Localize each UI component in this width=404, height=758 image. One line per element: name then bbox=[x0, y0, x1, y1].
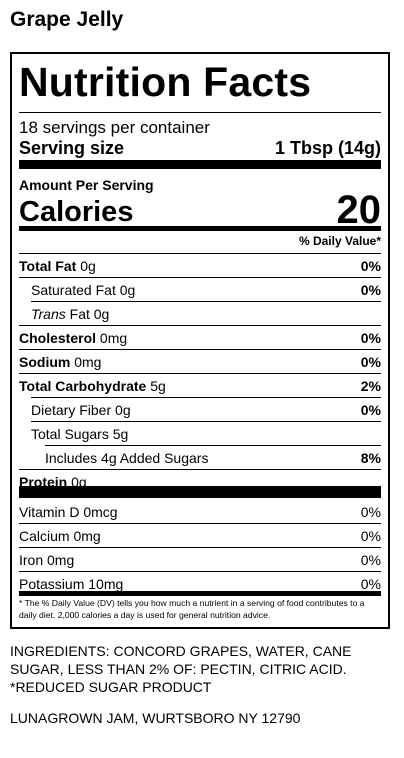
vitamin-name: Potassium bbox=[19, 575, 85, 592]
serving-size-value: 1 Tbsp (14g) bbox=[274, 138, 381, 158]
nutrient-name: Saturated Fat bbox=[31, 281, 116, 298]
vitamin-dv: 0% bbox=[360, 503, 381, 520]
nutrient-row-dietary-fiber: Dietary Fiber 0g 0% bbox=[19, 398, 381, 421]
vitamin-amount: 0mg bbox=[47, 551, 75, 568]
divider bbox=[45, 445, 381, 446]
nutrient-row-total-sugars: Total Sugars 5g bbox=[19, 422, 381, 445]
medium-divider bbox=[19, 226, 381, 231]
amount-per-serving: Amount Per Serving bbox=[19, 177, 154, 193]
nutrient-row-saturated-fat: Saturated Fat 0g 0% bbox=[19, 278, 381, 301]
nutrient-name: Cholesterol bbox=[19, 329, 97, 346]
nutrient-name: Protein bbox=[19, 473, 68, 490]
nutrient-amount: Fat 0g bbox=[69, 305, 110, 322]
nutrient-row-protein: Protein 0g bbox=[19, 470, 381, 493]
nutrient-name: Sodium bbox=[19, 353, 71, 370]
divider bbox=[19, 469, 381, 470]
divider bbox=[31, 397, 381, 398]
divider bbox=[19, 523, 381, 524]
daily-value-footnote: * The % Daily Value (DV) tells you how m… bbox=[19, 598, 365, 621]
daily-value-header: % Daily Value* bbox=[298, 234, 381, 248]
vitamin-dv: 0% bbox=[360, 527, 381, 544]
vitamin-row-iron: Iron 0mg 0% bbox=[19, 548, 381, 571]
thick-divider bbox=[19, 486, 381, 498]
nutrient-dv: 8% bbox=[360, 449, 381, 466]
manufacturer: LUNAGROWN JAM, WURTSBORO NY 12790 bbox=[10, 710, 301, 726]
vitamin-list: Vitamin D 0mcg 0% Calcium 0mg 0% Iron 0m… bbox=[19, 500, 381, 595]
nutrient-amount: 5g bbox=[112, 425, 129, 442]
vitamin-row-potassium: Potassium 10mg 0% bbox=[19, 572, 381, 595]
divider bbox=[31, 301, 381, 302]
divider bbox=[31, 421, 381, 422]
vitamin-name: Iron bbox=[19, 551, 44, 568]
ingredients-block: INGREDIENTS: CONCORD GRAPES, WATER, CANE… bbox=[10, 642, 390, 696]
product-title: Grape Jelly bbox=[10, 8, 124, 31]
medium-divider bbox=[19, 591, 381, 596]
nutrient-amount: 0g bbox=[115, 401, 131, 418]
divider bbox=[19, 277, 381, 278]
divider bbox=[19, 325, 381, 326]
nutrient-name: Total Fat bbox=[19, 257, 77, 274]
calories-label: Calories bbox=[19, 196, 134, 229]
nutrient-dv: 0% bbox=[360, 329, 381, 346]
vitamin-name: Calcium bbox=[19, 527, 70, 544]
nutrient-name: Total Sugars bbox=[31, 425, 109, 442]
nutrient-row-total-fat: Total Fat 0g 0% bbox=[19, 254, 381, 277]
divider bbox=[19, 349, 381, 350]
thick-divider bbox=[19, 160, 381, 169]
serving-size-row: Serving size 1 Tbsp (14g) bbox=[19, 138, 381, 159]
vitamin-row-calcium: Calcium 0mg 0% bbox=[19, 524, 381, 547]
ingredients-line: INGREDIENTS: CONCORD GRAPES, WATER, CANE bbox=[10, 643, 352, 659]
nutrient-dv: 0% bbox=[360, 281, 381, 298]
nutrition-facts-content: Nutrition Facts 18 servings per containe… bbox=[19, 54, 381, 627]
divider bbox=[19, 253, 381, 254]
servings-per-container: 18 servings per container bbox=[19, 118, 210, 137]
nutrient-dv: 2% bbox=[360, 377, 381, 394]
nutrient-dv: 0% bbox=[360, 401, 381, 418]
nutrient-list: Total Fat 0g 0% Saturated Fat 0g 0% Tran… bbox=[19, 254, 381, 493]
calories-value: 20 bbox=[336, 188, 382, 232]
nutrient-row-total-carbohydrate: Total Carbohydrate 5g 2% bbox=[19, 374, 381, 397]
nutrient-name: Trans bbox=[31, 305, 66, 322]
nutrient-row-added-sugars: Includes 4g Added Sugars 8% bbox=[19, 446, 381, 469]
nutrient-dv: 0% bbox=[360, 353, 381, 370]
serving-size-label: Serving size bbox=[19, 138, 125, 158]
vitamin-amount: 0mg bbox=[73, 527, 101, 544]
nutrient-amount: 0g bbox=[119, 281, 136, 298]
vitamin-dv: 0% bbox=[360, 575, 381, 592]
ingredients-line: *REDUCED SUGAR PRODUCT bbox=[10, 679, 212, 695]
vitamin-row-vitamin-d: Vitamin D 0mcg 0% bbox=[19, 500, 381, 523]
nutrient-name: Dietary Fiber bbox=[31, 401, 112, 418]
divider bbox=[19, 571, 381, 572]
nutrient-amount: 0g bbox=[80, 257, 96, 274]
divider bbox=[19, 373, 381, 374]
vitamin-dv: 0% bbox=[360, 551, 381, 568]
vitamin-name: Vitamin D bbox=[19, 503, 80, 520]
nutrient-amount: 0g bbox=[71, 473, 87, 490]
nutrient-dv: 0% bbox=[360, 257, 381, 274]
nutrient-row-trans-fat: Trans Fat 0g bbox=[19, 302, 381, 325]
nutrient-amount: 0mg bbox=[99, 329, 128, 346]
nutrient-row-cholesterol: Cholesterol 0mg 0% bbox=[19, 326, 381, 349]
calories-row: Calories 20 bbox=[19, 188, 381, 232]
vitamin-amount: 10mg bbox=[88, 575, 124, 592]
nutrition-facts-title: Nutrition Facts bbox=[19, 59, 312, 105]
vitamin-amount: 0mcg bbox=[83, 503, 118, 520]
divider bbox=[19, 547, 381, 548]
nutrient-amount: 0mg bbox=[74, 353, 102, 370]
nutrient-name: Total Carbohydrate bbox=[19, 377, 147, 394]
divider bbox=[19, 112, 381, 113]
nutrient-row-sodium: Sodium 0mg 0% bbox=[19, 350, 381, 373]
ingredients-line: SUGAR, LESS THAN 2% OF: PECTIN, CITRIC A… bbox=[10, 661, 347, 677]
nutrient-name: Includes 4g Added Sugars bbox=[45, 449, 209, 466]
nutrition-facts-panel: Nutrition Facts 18 servings per containe… bbox=[10, 52, 390, 629]
nutrient-amount: 5g bbox=[150, 377, 166, 394]
